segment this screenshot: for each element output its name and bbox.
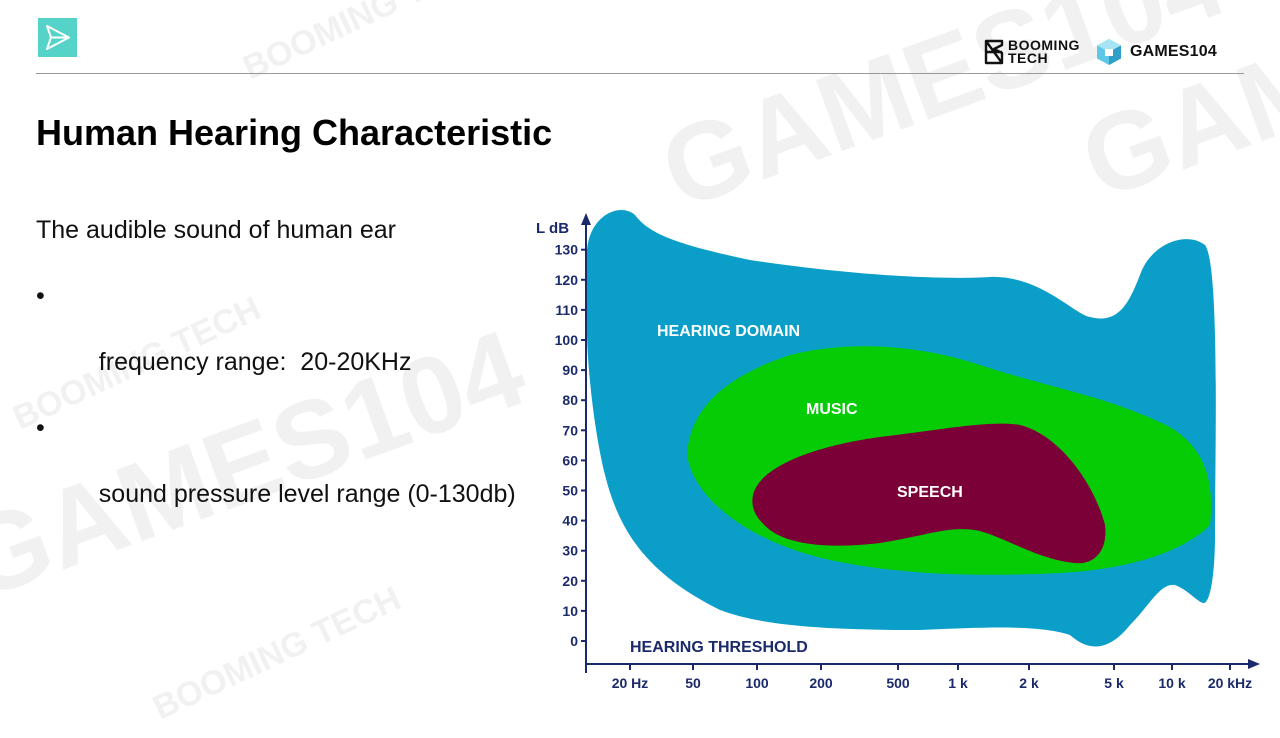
label-music: MUSIC <box>806 401 858 418</box>
label-hearing-threshold: HEARING THRESHOLD <box>630 639 808 656</box>
bullet-text-level: sound pressure level range (0-130db) <box>98 480 516 508</box>
x-axis-arrow <box>1248 659 1260 669</box>
brand-booming-line1: BOOMING <box>1008 37 1080 53</box>
y-tick-label: 50 <box>562 483 578 499</box>
y-tick-label: 70 <box>562 422 578 438</box>
hearing-range-chart: HEARING DOMAIN MUSIC SPEECH HEARING THRE… <box>536 210 1260 691</box>
bullet-marker: • <box>36 414 45 442</box>
y-tick-label: 90 <box>562 362 578 378</box>
label-hearing-domain: HEARING DOMAIN <box>657 323 800 340</box>
slide-title: Human Hearing Characteristic <box>36 112 553 153</box>
games104-logo: GAMES104 <box>1094 34 1217 70</box>
y-tick-label: 0 <box>570 633 578 649</box>
y-axis-label: L dB <box>536 220 569 237</box>
y-tick-label: 80 <box>562 392 578 408</box>
booming-tech-mark-icon <box>984 39 1004 65</box>
region-speech <box>752 423 1106 564</box>
cube-icon <box>1097 39 1121 65</box>
booming-tech-logo: BOOMING TECH <box>983 34 1080 70</box>
y-axis-arrow <box>581 213 591 225</box>
header-divider <box>36 73 1244 74</box>
brand-booming-line2: TECH <box>1008 50 1049 66</box>
x-tick-label: 50 <box>685 675 701 691</box>
bullet-item: • sound pressure level range (0-130db) <box>36 412 516 544</box>
x-tick-label: 500 <box>886 675 910 691</box>
y-tick-label: 30 <box>562 543 578 559</box>
y-tick-label: 60 <box>562 452 578 468</box>
x-tick-label: 2 k <box>1019 675 1039 691</box>
y-tick-label: 20 <box>562 573 578 589</box>
play-triangle-icon <box>38 18 77 57</box>
x-tick-label: 200 <box>809 675 833 691</box>
bullet-marker: • <box>36 282 45 310</box>
y-tick-label: 100 <box>555 332 579 348</box>
x-tick-label: 20 kHz <box>1208 675 1252 691</box>
x-tick-label: 5 k <box>1104 675 1124 691</box>
brand-games-text: GAMES104 <box>1130 43 1217 60</box>
slide-subtitle: The audible sound of human ear <box>36 216 396 244</box>
label-speech: SPEECH <box>897 484 963 501</box>
watermark-booming: BOOMING TECH <box>147 579 406 727</box>
y-tick-label: 120 <box>555 272 579 288</box>
bullet-list: • frequency range: 20-20KHz • sound pres… <box>36 280 516 544</box>
bullet-text-frequency: frequency range: 20-20KHz <box>98 348 412 376</box>
bullet-item: • frequency range: 20-20KHz <box>36 280 516 412</box>
watermark-booming: BOOMING TECH <box>237 0 496 87</box>
y-tick-label: 130 <box>555 242 579 258</box>
y-tick-label: 40 <box>562 513 578 529</box>
y-tick-label: 110 <box>555 302 578 318</box>
x-tick-label: 20 Hz <box>612 675 649 691</box>
y-tick-label: 10 <box>562 603 578 619</box>
x-tick-label: 1 k <box>948 675 968 691</box>
x-tick-label: 100 <box>745 675 769 691</box>
x-tick-label: 10 k <box>1158 675 1185 691</box>
